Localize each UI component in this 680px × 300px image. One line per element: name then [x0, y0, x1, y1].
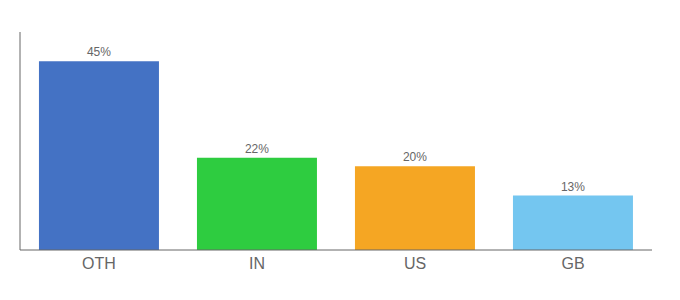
svg-text:OTH: OTH	[82, 255, 116, 272]
svg-text:GB: GB	[561, 255, 584, 272]
svg-text:IN: IN	[249, 255, 265, 272]
svg-text:45%: 45%	[87, 45, 111, 59]
svg-text:US: US	[404, 255, 426, 272]
svg-text:22%: 22%	[245, 142, 269, 156]
svg-text:13%: 13%	[561, 180, 585, 194]
svg-text:20%: 20%	[403, 150, 427, 164]
